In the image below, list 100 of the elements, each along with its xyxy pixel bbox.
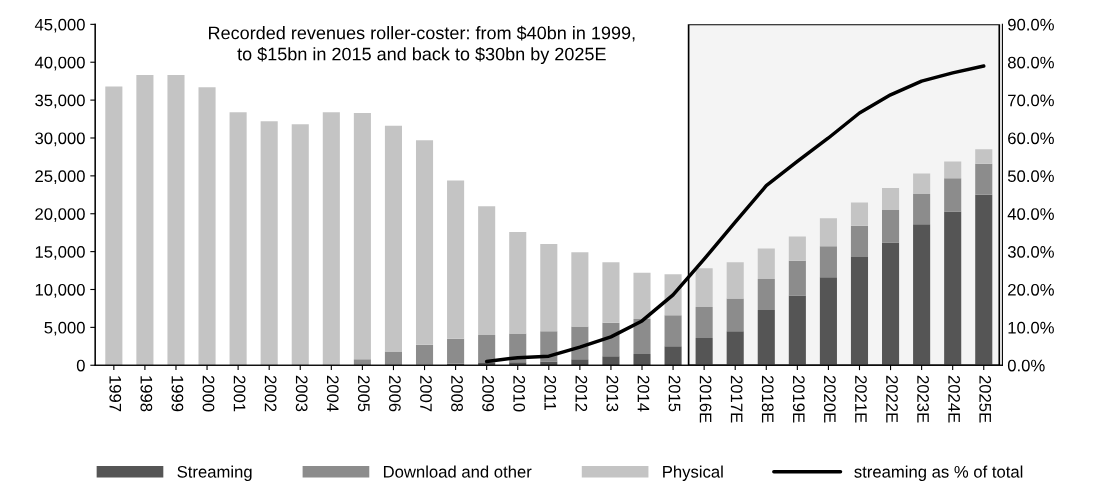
y-tick-label: 45,000 [34,18,85,33]
x-tick-label: 2024E [948,375,961,423]
y2-tick-label: 20.0% [1008,283,1054,296]
x-tick-label: 1998 [140,376,153,412]
x-tick-label: 2013 [606,375,619,412]
bar [384,351,402,366]
bar [788,295,806,366]
bar [882,187,900,210]
bar [540,244,558,332]
y2-tick-label: 30.0% [1007,246,1054,258]
bar [882,242,900,366]
bar [633,353,651,366]
y2-tick-label: 10.0% [1008,321,1054,334]
bar [944,178,962,212]
x-tick-label: 2000 [202,375,215,412]
text: Recorded revenues roller-coster: from $40bn in 1999, to $15bn in 2015 and back to $30bn by 2025E [209,25,635,65]
bar [322,112,340,366]
bar [944,211,962,366]
bar [105,86,123,366]
bar [975,194,993,366]
bar [384,125,402,352]
y-tick-label: 20,000 [35,208,85,222]
x-tick-label: 2003 [295,375,308,412]
y-tick-label: 40,000 [34,56,85,71]
x-tick-label: 2023E [917,375,929,423]
x-tick-label: 2022E [886,375,898,423]
bar [198,87,216,366]
y2-tick-label: 0.0% [1007,359,1045,372]
bar [291,124,309,366]
x-tick-label: 2007 [420,375,432,412]
x-tick-label: 2011 [544,375,557,411]
x-tick-label: 2006 [388,375,401,412]
bar [571,252,589,327]
x-tick-label: 2001 [233,375,246,412]
bar [571,359,589,366]
x-tick-label: 2020E [823,375,836,423]
bar [509,362,527,366]
x-tick-label: 2021E [855,375,867,423]
bar [353,112,371,360]
bar [447,180,465,339]
bar [788,236,806,261]
bar [136,75,154,366]
x-tick-label: 1999 [171,376,184,412]
bar [726,262,744,299]
bar [850,202,869,226]
x-tick-label: 2015 [668,375,681,412]
x-tick-label: 2005 [357,375,370,412]
bar [540,361,558,366]
bar [726,331,744,366]
bar [913,194,931,225]
bar [415,140,434,345]
y-tick-label: 35,000 [35,94,85,109]
x-tick-label: 2025E [979,375,992,423]
bar [757,309,775,366]
x-tick-label: 2008 [451,375,463,412]
y-tick-label: 10,000 [35,283,85,298]
bar [913,224,931,366]
bar [633,319,651,354]
bar [975,163,993,195]
x-tick-label: 2016E [699,375,712,423]
y2-tick-label: 50.0% [1007,170,1054,183]
bar [819,277,837,366]
bar [695,337,713,366]
legend-label: Streaming [177,465,252,482]
y-tick-label: 30,000 [35,132,85,147]
bar [757,278,775,310]
x-tick-label: 2004 [326,375,339,412]
bar [260,121,278,366]
bar [913,173,931,195]
bar [353,359,371,366]
bar [602,356,620,366]
x-tick-label: 2009 [482,375,494,412]
y-tick-label: 25,000 [35,170,85,185]
x-tick-label: 2019E [792,375,805,423]
y2-tick-label: 40.0% [1007,208,1054,220]
bar [726,298,744,332]
bar [850,256,869,366]
bar [975,149,993,164]
legend-label: Physical [663,465,723,482]
y-tick-label: 5,000 [44,321,85,336]
x-tick-label: 2012 [575,375,588,412]
x-tick-label: 2010 [513,375,526,412]
bar [788,260,806,296]
bar [633,272,651,320]
bar [850,225,869,257]
x-tick-label: 1997 [109,376,122,412]
bar [478,206,496,335]
bar [757,248,775,279]
y2-tick-label: 60.0% [1008,132,1054,145]
y-tick-label: 15,000 [35,246,85,260]
bar [664,315,682,347]
legend-label: streaming as % of total [854,465,1023,482]
bar [944,161,962,179]
bar [415,344,434,365]
bar [167,75,185,366]
bar [882,209,900,243]
bar [229,112,247,366]
bar [695,306,713,338]
bar [602,262,620,323]
bar [447,338,465,364]
